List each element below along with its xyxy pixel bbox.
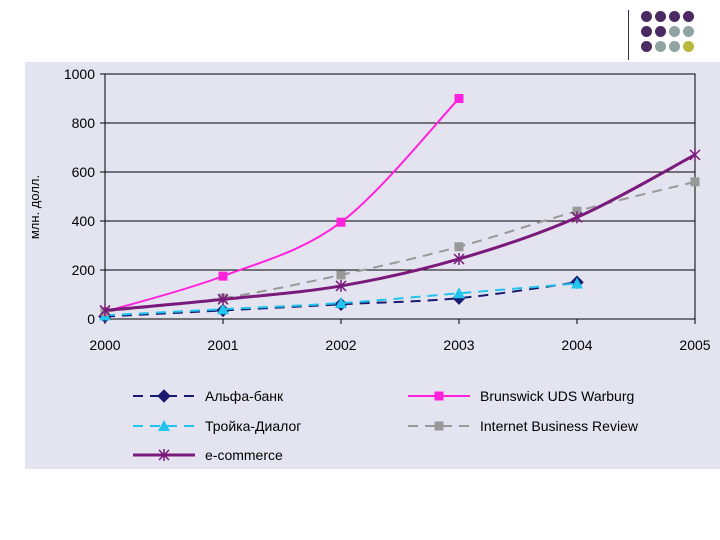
triangle-marker bbox=[217, 303, 229, 315]
decorative-dot bbox=[669, 26, 680, 37]
square-marker bbox=[434, 391, 444, 401]
star-marker bbox=[571, 211, 583, 224]
series-line bbox=[104, 97, 460, 313]
triangle-marker bbox=[158, 420, 170, 431]
star-marker bbox=[453, 252, 465, 265]
square-marker bbox=[434, 421, 444, 431]
x-tick-label: 2002 bbox=[325, 337, 356, 353]
star-marker bbox=[217, 293, 229, 306]
y-tick-label: 400 bbox=[72, 213, 96, 229]
series-group bbox=[99, 277, 583, 321]
x-tick-label: 2005 bbox=[679, 337, 710, 353]
decorative-dot bbox=[641, 41, 652, 52]
star-marker bbox=[99, 304, 111, 317]
decorative-dot bbox=[655, 26, 666, 37]
square-marker bbox=[454, 94, 464, 103]
y-tick-label: 200 bbox=[72, 262, 96, 278]
decorative-dot bbox=[641, 26, 652, 37]
legend-entry: Альфа-банк bbox=[133, 388, 284, 404]
legend-entry: Brunswick UDS Warburg bbox=[408, 388, 634, 404]
square-marker bbox=[572, 206, 582, 216]
legend-entry: Internet Business Review bbox=[408, 418, 639, 434]
line-chart: 0 200 400 600 800 1000 2000 2001 2002 2003 2004 20… bbox=[27, 66, 711, 463]
triangle-marker bbox=[571, 277, 583, 289]
decorative-dot bbox=[683, 11, 694, 22]
x-tick-label: 2000 bbox=[89, 337, 120, 353]
chart-panel: 0 200 400 600 800 1000 2000 2001 2002 2003 2004 20… bbox=[25, 62, 720, 469]
star-marker bbox=[335, 279, 347, 292]
square-marker bbox=[690, 177, 700, 187]
triangle-marker bbox=[453, 287, 465, 299]
decorative-dot bbox=[669, 11, 680, 22]
y-tick-label: 800 bbox=[72, 115, 96, 131]
diamond-marker bbox=[157, 389, 171, 403]
series-line bbox=[104, 282, 578, 317]
square-marker bbox=[454, 242, 464, 252]
square-marker bbox=[218, 271, 228, 281]
decorative-dot bbox=[641, 11, 652, 22]
decorative-divider-line bbox=[628, 10, 629, 60]
legend-entry: e-commerce bbox=[133, 447, 283, 463]
decorative-dot bbox=[655, 41, 666, 52]
y-axis-label: млн. долл. bbox=[27, 175, 42, 239]
plot-area bbox=[104, 73, 696, 320]
x-tick-label: 2003 bbox=[443, 337, 474, 353]
y-tick-label: 0 bbox=[87, 311, 95, 327]
y-tick-label: 1000 bbox=[64, 66, 95, 82]
legend-label: e-commerce bbox=[205, 447, 283, 463]
legend-label: Тройка-Диалог bbox=[205, 418, 301, 434]
series-line bbox=[104, 281, 578, 318]
decorative-dot bbox=[683, 26, 694, 37]
decorative-dot bbox=[669, 41, 680, 52]
square-marker bbox=[336, 270, 346, 280]
legend-label: Альфа-банк bbox=[205, 388, 284, 404]
legend-label: Brunswick UDS Warburg bbox=[480, 388, 634, 404]
star-marker bbox=[689, 148, 701, 161]
decorative-dot bbox=[683, 41, 694, 52]
series-line bbox=[104, 153, 696, 312]
decorative-dot bbox=[655, 11, 666, 22]
square-marker bbox=[336, 217, 346, 227]
y-tick-label: 600 bbox=[72, 164, 96, 180]
x-tick-label: 2004 bbox=[561, 337, 592, 353]
x-tick-label: 2001 bbox=[207, 337, 238, 353]
legend-entry: Тройка-Диалог bbox=[133, 418, 301, 434]
star-marker bbox=[158, 449, 170, 461]
legend-label: Internet Business Review bbox=[480, 418, 639, 434]
series-group bbox=[99, 148, 701, 317]
triangle-marker bbox=[335, 297, 347, 309]
